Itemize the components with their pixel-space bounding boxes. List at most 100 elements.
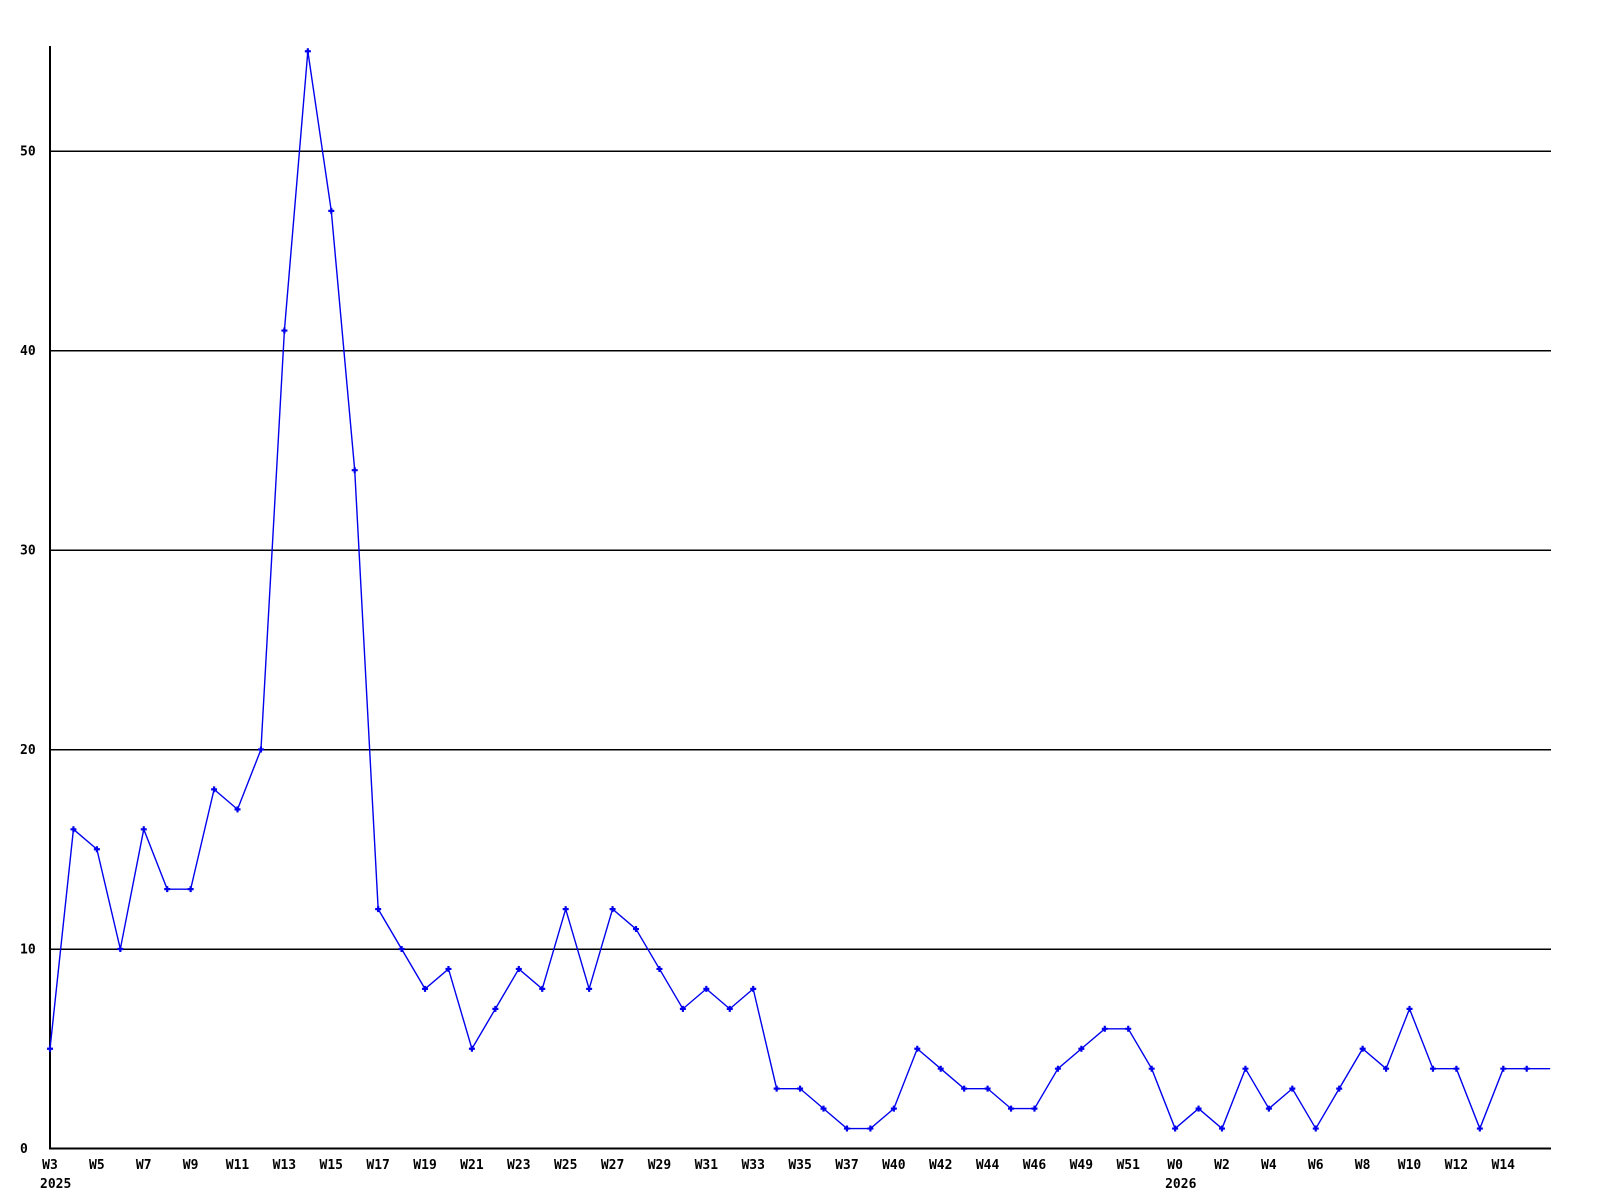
x-tick-label: W51 [1116,1158,1140,1173]
data-point-marker [304,48,311,55]
data-point-marker [1476,1125,1483,1132]
data-point-marker [961,1085,968,1092]
data-point-marker [1031,1105,1038,1112]
data-point-marker [1195,1105,1202,1112]
data-point-marker [1523,1065,1530,1072]
data-point-marker [1312,1125,1319,1132]
data-point-marker [164,886,171,893]
data-point-marker [726,1005,733,1012]
data-point-marker [797,1085,804,1092]
data-point-marker [679,1005,686,1012]
data-point-marker [187,886,194,893]
y-tick-label: 40 [20,344,36,359]
year-label: 2026 [1165,1177,1196,1192]
data-point-marker [1406,1005,1413,1012]
y-tick-label: 50 [20,145,36,160]
data-point-marker [609,906,616,913]
data-point-marker [914,1045,921,1052]
x-tick-label: W37 [835,1158,858,1173]
x-tick-label: W27 [601,1158,624,1173]
data-point-marker [1078,1045,1085,1052]
data-point-marker [1219,1125,1225,1132]
year-label: 2025 [40,1177,71,1192]
data-point-marker [1383,1065,1390,1072]
data-point-marker [93,846,100,853]
data-point-marker [1429,1065,1436,1072]
x-tick-label: W23 [507,1158,530,1173]
data-point-marker [539,985,546,992]
data-point-marker [515,965,522,972]
data-point-marker [820,1105,827,1112]
data-point-marker [468,1045,475,1052]
data-point-marker [586,985,593,992]
data-point-marker [1265,1105,1272,1112]
data-point-marker [773,1085,780,1092]
data-point-marker [1008,1105,1015,1112]
x-tick-label: W11 [226,1158,250,1173]
data-point-marker [211,786,218,793]
x-tick-label: W49 [1070,1158,1093,1173]
data-point-marker [1172,1125,1179,1132]
data-point-marker [1148,1065,1155,1072]
x-tick-label: W0 [1167,1158,1183,1173]
data-point-marker [1125,1025,1132,1032]
y-tick-label: 10 [20,943,36,958]
data-point-marker [140,826,147,833]
data-point-marker [656,965,663,972]
x-tick-label: W44 [976,1158,1000,1173]
x-tick-label: W6 [1308,1158,1324,1173]
x-tick-label: W15 [320,1158,343,1173]
x-tick-label: W29 [648,1158,671,1173]
data-point-marker [351,467,358,474]
data-point-marker [1359,1045,1366,1052]
data-point-marker [234,806,241,813]
x-tick-label: W46 [1023,1158,1047,1173]
data-point-marker [984,1085,991,1092]
y-tick-label: 0 [20,1142,28,1157]
data-point-marker [890,1105,897,1112]
data-point-marker [492,1005,499,1012]
data-point-marker [281,327,288,334]
data-point-marker [1101,1025,1108,1032]
x-tick-label: W17 [366,1158,389,1173]
data-point-marker [117,946,124,952]
x-tick-label: W3 [42,1158,58,1173]
data-point-marker [1336,1085,1343,1092]
data-point-marker [562,906,569,913]
x-tick-label: W12 [1445,1158,1468,1173]
x-tick-label: W14 [1492,1158,1516,1173]
x-tick-label: W13 [273,1158,296,1173]
x-tick-label: W7 [136,1158,152,1173]
x-tick-label: W33 [741,1158,764,1173]
y-tick-label: 30 [20,544,36,559]
x-tick-label: W19 [413,1158,436,1173]
data-point-marker [937,1065,944,1072]
x-tick-label: W10 [1398,1158,1422,1173]
data-point-marker [445,965,452,972]
x-tick-label: W21 [460,1158,484,1173]
x-tick-label: W9 [183,1158,199,1173]
data-point-marker [1289,1085,1296,1092]
data-point-marker [703,985,710,992]
data-point-marker [328,207,335,214]
data-point-marker [47,1045,53,1052]
x-tick-label: W5 [89,1158,105,1173]
x-tick-label: W2 [1214,1158,1230,1173]
y-tick-label: 20 [20,743,36,758]
data-line [49,51,1551,1131]
data-point-marker [750,985,757,992]
data-point-marker [1500,1065,1507,1072]
data-point-marker [70,826,77,833]
data-point-marker [257,746,264,753]
x-tick-label: W35 [788,1158,811,1173]
x-tick-label: W8 [1355,1158,1371,1173]
data-point-marker [422,985,429,992]
x-tick-label: W40 [882,1158,906,1173]
data-point-marker [843,1125,850,1132]
data-point-marker [398,946,405,952]
data-point-marker [1054,1065,1061,1072]
x-tick-label: W31 [695,1158,719,1173]
data-point-marker [375,906,382,913]
